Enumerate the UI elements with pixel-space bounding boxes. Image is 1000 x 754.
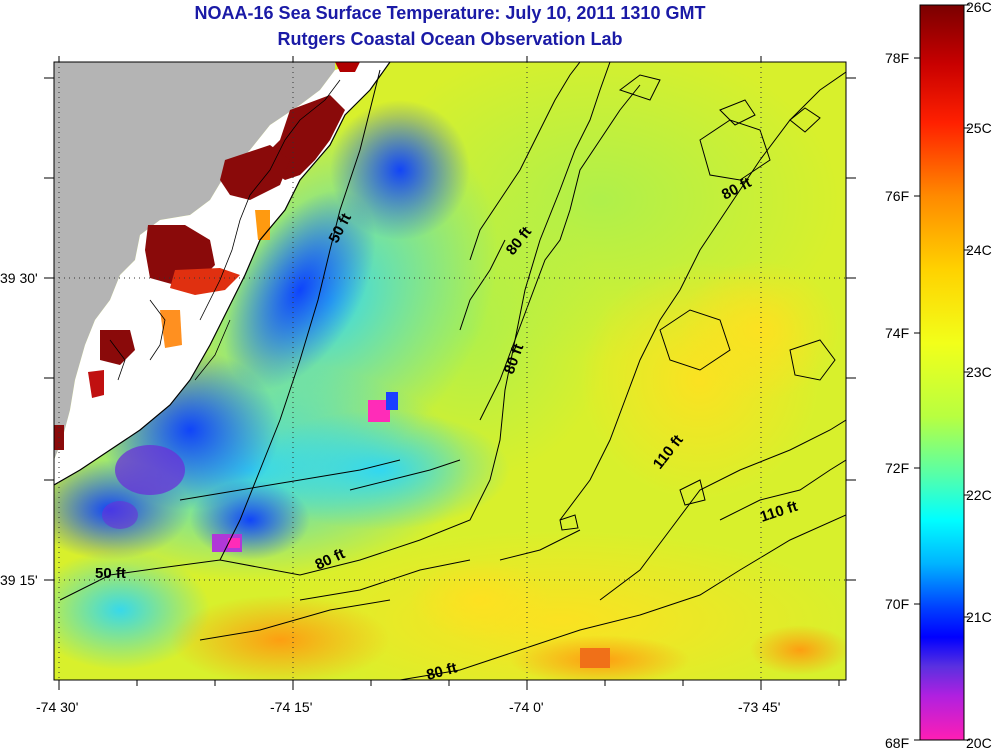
colorbar-label-f: 78F: [885, 50, 909, 66]
lat-label-0: 39 30': [0, 270, 38, 286]
colorbar-label-c: 25C: [966, 120, 992, 136]
colorbar-label-c: 22C: [966, 487, 992, 503]
graticule: [54, 62, 846, 680]
colorbar-label-f: 74F: [885, 325, 909, 341]
colorbar-label-c: 26C: [966, 0, 992, 15]
contour-label: 50 ft: [95, 565, 126, 582]
colorbar-label-f: 72F: [885, 460, 909, 476]
sst-field: [54, 62, 846, 680]
colorbar-label-c: 21C: [966, 609, 992, 625]
colorbar-label-f: 68F: [885, 735, 909, 751]
land-mass: [54, 62, 335, 460]
lat-label-1: 39 15': [0, 572, 38, 588]
colorbar-label-f: 70F: [885, 596, 909, 612]
colorbar-label-f: 76F: [885, 188, 909, 204]
colorbar: 78F 76F 74F 72F 70F 68F 26C 25C 24C 23C …: [885, 0, 992, 751]
lon-label-0: -74 30': [36, 699, 78, 715]
map-title: NOAA-16 Sea Surface Temperature: July 10…: [194, 3, 706, 23]
lon-label-2: -74 0': [509, 699, 544, 715]
bathymetry-contours: [59, 62, 846, 680]
colorbar-gradient: [919, 4, 965, 741]
axis-ticks: [44, 56, 856, 690]
colorbar-label-c: 23C: [966, 364, 992, 380]
map-frame: [53, 61, 847, 681]
lon-label-3: -73 45': [738, 699, 780, 715]
map-subtitle: Rutgers Coastal Ocean Observation Lab: [277, 29, 623, 49]
colorbar-label-c: 24C: [966, 242, 992, 258]
colorbar-label-c: 20C: [966, 735, 992, 751]
lon-label-1: -74 15': [270, 699, 312, 715]
